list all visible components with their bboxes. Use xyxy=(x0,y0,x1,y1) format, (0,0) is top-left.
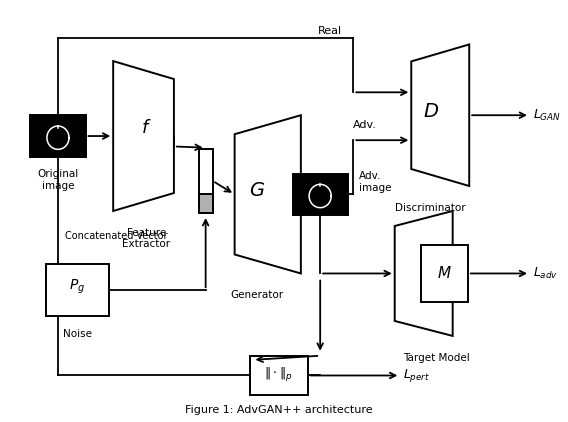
Text: $f$: $f$ xyxy=(141,119,152,137)
Text: Feature
Extractor: Feature Extractor xyxy=(122,227,170,249)
Text: Target Model: Target Model xyxy=(403,353,470,362)
Text: $\|\cdot\|_p$: $\|\cdot\|_p$ xyxy=(265,366,293,384)
FancyBboxPatch shape xyxy=(30,115,86,157)
Text: Generator: Generator xyxy=(230,290,283,300)
FancyBboxPatch shape xyxy=(45,264,109,316)
Text: $P_g$: $P_g$ xyxy=(69,278,85,296)
FancyBboxPatch shape xyxy=(421,245,468,302)
FancyBboxPatch shape xyxy=(199,149,212,213)
Polygon shape xyxy=(395,211,453,336)
Text: Original
image: Original image xyxy=(37,169,78,191)
Polygon shape xyxy=(235,115,301,273)
Text: $L_{GAN}$: $L_{GAN}$ xyxy=(533,108,561,123)
Text: $M$: $M$ xyxy=(437,265,452,281)
Text: Figure 1: AdvGAN++ architecture: Figure 1: AdvGAN++ architecture xyxy=(185,405,373,415)
Text: $G$: $G$ xyxy=(249,181,265,200)
Text: Real: Real xyxy=(318,26,343,36)
Text: Adv.
image: Adv. image xyxy=(359,171,391,193)
FancyBboxPatch shape xyxy=(293,173,348,215)
Text: Concatenated Vector: Concatenated Vector xyxy=(65,231,167,241)
FancyBboxPatch shape xyxy=(250,356,308,395)
Polygon shape xyxy=(411,44,469,186)
Text: Adv.: Adv. xyxy=(353,120,377,130)
Text: $L_{adv}$: $L_{adv}$ xyxy=(533,266,558,281)
Text: $L_{pert}$: $L_{pert}$ xyxy=(403,367,430,384)
Text: $D$: $D$ xyxy=(423,102,438,121)
Text: Noise: Noise xyxy=(63,329,92,338)
Text: Discriminator: Discriminator xyxy=(395,203,466,213)
Polygon shape xyxy=(113,61,174,211)
FancyBboxPatch shape xyxy=(199,194,212,213)
